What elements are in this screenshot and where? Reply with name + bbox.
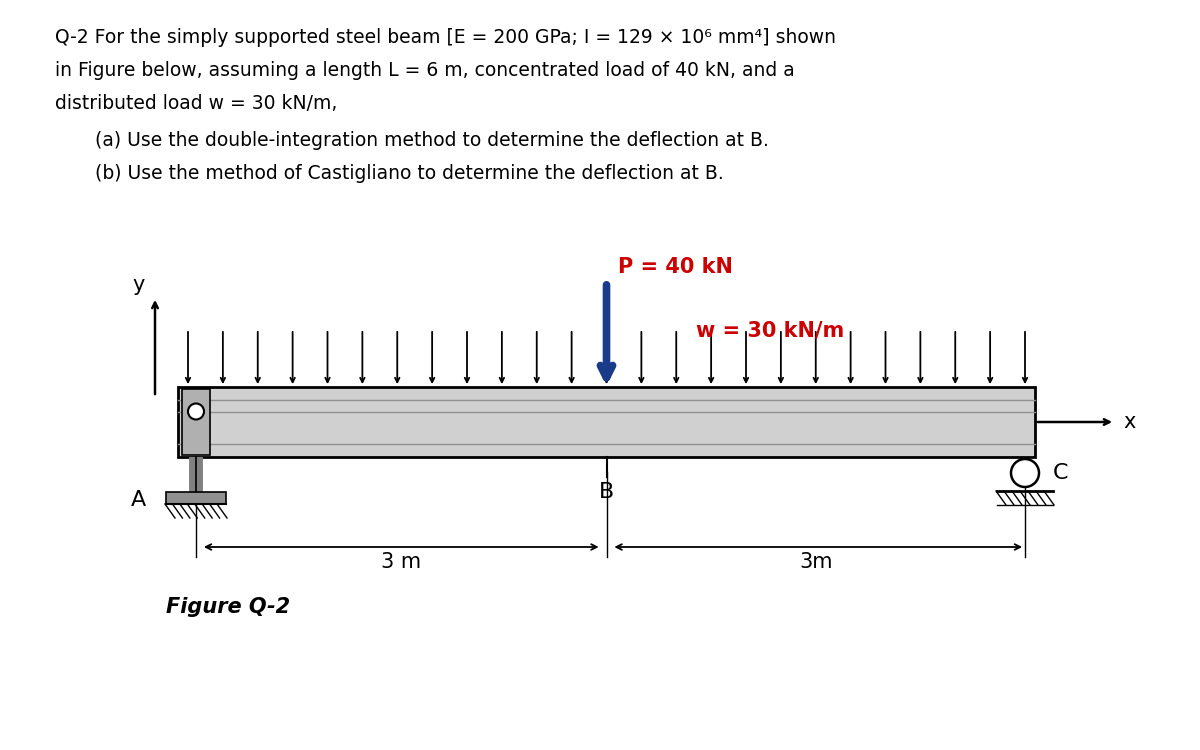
Bar — [182, 389, 210, 455]
Text: distributed load w = 30 kN/m,: distributed load w = 30 kN/m, — [55, 94, 337, 113]
Text: C: C — [1054, 463, 1068, 483]
Bar — [166, 492, 226, 504]
Text: x: x — [1123, 412, 1135, 432]
Text: P = 40 kN: P = 40 kN — [618, 257, 733, 277]
Text: y: y — [133, 275, 145, 295]
Text: B: B — [599, 482, 614, 502]
Text: in Figure below, assuming a length L = 6 m, concentrated load of 40 kN, and a: in Figure below, assuming a length L = 6… — [55, 61, 794, 80]
Text: (a) Use the double-integration method to determine the deflection at B.: (a) Use the double-integration method to… — [95, 131, 769, 150]
Text: Q-2 For the simply supported steel beam [E = 200 GPa; I = 129 × 10⁶ mm⁴] shown: Q-2 For the simply supported steel beam … — [55, 28, 836, 47]
Text: A: A — [131, 490, 146, 510]
Text: 3m: 3m — [799, 552, 833, 572]
Circle shape — [1010, 459, 1039, 487]
Bar — [178, 387, 1034, 457]
Text: (b) Use the method of Castigliano to determine the deflection at B.: (b) Use the method of Castigliano to det… — [95, 164, 724, 183]
Circle shape — [188, 404, 204, 419]
Text: Figure Q-2: Figure Q-2 — [166, 597, 290, 617]
Text: w = 30 kN/m: w = 30 kN/m — [696, 320, 845, 340]
Text: 3 m: 3 m — [382, 552, 421, 572]
